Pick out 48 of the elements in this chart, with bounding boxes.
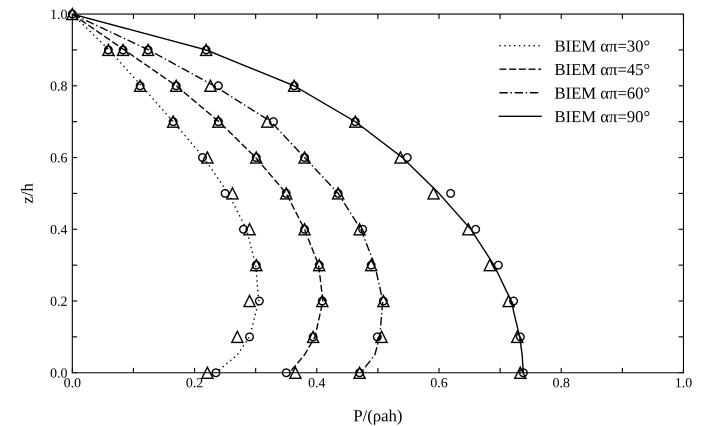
point <box>510 330 524 344</box>
point <box>214 81 223 90</box>
y-tick-label: 1.0 <box>51 10 67 20</box>
point <box>289 366 302 379</box>
x-tick-label: 0.6 <box>430 378 448 388</box>
point <box>494 260 503 270</box>
point <box>261 115 274 128</box>
point <box>226 187 239 200</box>
y-tick-label: 0.2 <box>50 296 67 306</box>
y-tick-label: 0.4 <box>50 224 68 234</box>
point <box>394 151 407 164</box>
point <box>353 223 366 236</box>
point <box>402 153 412 162</box>
point <box>446 188 456 198</box>
y-tick-label: 0.6 <box>50 153 68 163</box>
point <box>514 366 527 379</box>
x-tick-label: 0.8 <box>553 378 570 388</box>
point <box>201 366 214 379</box>
point <box>462 223 475 236</box>
point <box>254 296 264 306</box>
point <box>245 332 254 342</box>
point <box>231 330 244 344</box>
y-tick-label: 0.0 <box>50 368 67 378</box>
y-axis-title: z/h <box>21 183 33 204</box>
point <box>502 294 515 308</box>
point <box>471 224 480 234</box>
point <box>483 258 496 272</box>
point <box>375 330 388 344</box>
point <box>282 368 291 378</box>
point <box>238 224 248 234</box>
x-tick-label: 0.2 <box>186 378 202 388</box>
point <box>201 151 214 164</box>
point <box>268 117 278 126</box>
x-tick-label: 1.0 <box>676 378 692 388</box>
y-tick-label: 0.8 <box>50 81 67 91</box>
point <box>243 294 256 308</box>
x-tick-label: 0.4 <box>308 378 326 388</box>
legend-label: BIEM απ=45° <box>554 64 650 76</box>
legend-label: BIEM απ=90° <box>554 111 650 122</box>
point <box>220 188 230 198</box>
legend-label: BIEM απ=60° <box>554 88 650 99</box>
legend-label: BIEM απ=30° <box>554 40 650 52</box>
point <box>427 187 440 200</box>
point <box>211 368 220 378</box>
point <box>204 80 217 92</box>
point <box>243 223 256 236</box>
x-axis-title: P/(ρah) <box>354 410 402 425</box>
x-tick-label: 0.0 <box>64 378 80 388</box>
